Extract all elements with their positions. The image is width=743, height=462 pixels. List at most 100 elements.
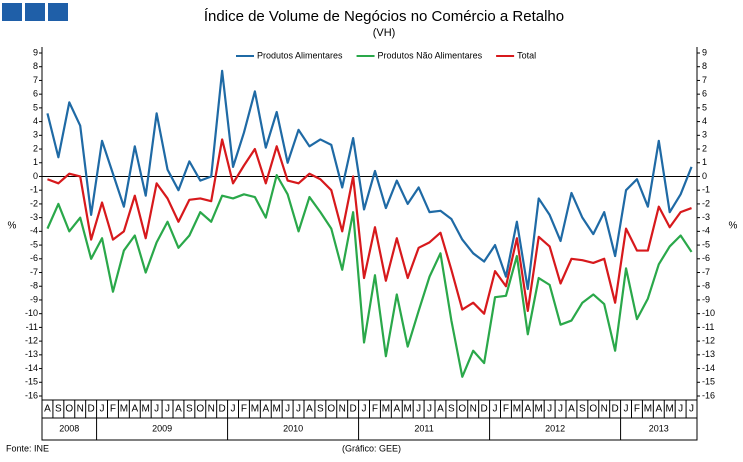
x-tick-label: M xyxy=(666,404,674,415)
x-tick-label: D xyxy=(88,404,95,415)
x-tick-label: M xyxy=(382,404,390,415)
x-tick-label: J xyxy=(547,404,552,415)
x-tick-label: J xyxy=(285,404,290,415)
y-tick-label-right: -12 xyxy=(702,335,715,345)
y-tick-label: -2 xyxy=(30,198,38,208)
y-tick-label-right: -15 xyxy=(702,377,715,387)
x-tick-label: A xyxy=(131,404,138,415)
x-tick-label: J xyxy=(624,404,629,415)
legend-label: Produtos Alimentares xyxy=(257,50,343,60)
y-tick-label: -7 xyxy=(30,267,38,277)
y-tick-label-right: 9 xyxy=(702,47,707,57)
y-tick-label: -1 xyxy=(30,185,38,195)
y-tick-label-right: -5 xyxy=(702,239,710,249)
y-tick-label-right: -6 xyxy=(702,253,710,263)
y-tick-label-right: 0 xyxy=(702,171,707,181)
x-tick-label: N xyxy=(339,404,346,415)
y-tick-label: -8 xyxy=(30,281,38,291)
x-tick-label: J xyxy=(416,404,421,415)
legend-label: Total xyxy=(517,50,536,60)
year-label: 2012 xyxy=(545,423,565,433)
y-axis-label: % xyxy=(729,221,738,232)
y-tick-label: -15 xyxy=(25,377,38,387)
y-tick-label-right: -9 xyxy=(702,294,710,304)
x-tick-label: F xyxy=(503,404,509,415)
y-tick-label: 9 xyxy=(33,47,38,57)
y-tick-label-right: 1 xyxy=(702,157,707,167)
x-tick-label: M xyxy=(142,404,150,415)
y-tick-label: 1 xyxy=(33,157,38,167)
y-tick-label: 8 xyxy=(33,61,38,71)
x-tick-label: J xyxy=(689,404,694,415)
y-tick-label: -9 xyxy=(30,294,38,304)
y-tick-label: 6 xyxy=(33,89,38,99)
y-tick-label: -5 xyxy=(30,239,38,249)
x-tick-label: M xyxy=(535,404,543,415)
y-tick-label-right: -4 xyxy=(702,226,710,236)
x-tick-label: M xyxy=(273,404,281,415)
x-tick-label: A xyxy=(393,404,400,415)
legend-label: Produtos Não Alimentares xyxy=(378,50,483,60)
source: Fonte: INE xyxy=(6,443,49,453)
x-tick-label: O xyxy=(589,404,597,415)
year-label: 2010 xyxy=(283,423,303,433)
x-tick-label: D xyxy=(481,404,488,415)
x-tick-label: J xyxy=(678,404,683,415)
x-tick-label: M xyxy=(404,404,412,415)
x-tick-label: J xyxy=(165,404,170,415)
y-tick-label-right: 3 xyxy=(702,130,707,140)
series-line xyxy=(46,174,693,378)
year-label: 2013 xyxy=(649,423,669,433)
y-tick-label: -14 xyxy=(25,363,38,373)
x-tick-label: F xyxy=(634,404,640,415)
x-tick-label: A xyxy=(306,404,313,415)
y-tick-label-right: -7 xyxy=(702,267,710,277)
x-tick-label: S xyxy=(317,404,324,415)
x-tick-label: J xyxy=(231,404,236,415)
chart-subtitle: (VH) xyxy=(373,27,396,39)
x-tick-label: O xyxy=(196,404,204,415)
y-tick-label: 2 xyxy=(33,143,38,153)
x-tick-label: D xyxy=(219,404,226,415)
year-label: 2009 xyxy=(152,423,172,433)
x-tick-label: M xyxy=(251,404,259,415)
y-tick-label: -11 xyxy=(26,322,38,332)
y-tick-label-right: -14 xyxy=(702,363,715,373)
x-tick-label: J xyxy=(154,404,159,415)
x-tick-label: M xyxy=(644,404,652,415)
x-tick-label: M xyxy=(513,404,521,415)
y-tick-label: 3 xyxy=(33,130,38,140)
y-tick-label-right: -2 xyxy=(702,198,710,208)
y-tick-label-right: -13 xyxy=(702,349,715,359)
y-tick-label: 0 xyxy=(33,171,38,181)
y-tick-label: -12 xyxy=(25,335,38,345)
x-tick-label: A xyxy=(175,404,182,415)
x-tick-label: F xyxy=(110,404,116,415)
credit: (Gráfico: GEE) xyxy=(342,443,401,453)
x-tick-label: A xyxy=(44,404,51,415)
x-tick-label: S xyxy=(186,404,193,415)
y-tick-label: -16 xyxy=(25,390,38,400)
y-tick-label: -13 xyxy=(25,349,38,359)
x-tick-label: D xyxy=(350,404,357,415)
x-tick-label: J xyxy=(100,404,105,415)
y-tick-label-right: -1 xyxy=(702,185,710,195)
y-axis-label: % xyxy=(8,221,17,232)
x-tick-label: J xyxy=(427,404,432,415)
x-tick-label: J xyxy=(296,404,301,415)
x-tick-label: O xyxy=(65,404,73,415)
y-tick-label-right: 4 xyxy=(702,116,707,126)
y-tick-label-right: -8 xyxy=(702,281,710,291)
x-tick-label: S xyxy=(579,404,586,415)
x-tick-label: N xyxy=(77,404,84,415)
y-tick-label: 4 xyxy=(33,116,38,126)
y-tick-label: -10 xyxy=(25,308,38,318)
x-tick-label: D xyxy=(612,404,619,415)
y-tick-label-right: 6 xyxy=(702,89,707,99)
y-tick-label-right: 7 xyxy=(702,75,707,85)
year-label: 2008 xyxy=(59,423,79,433)
x-tick-label: J xyxy=(362,404,367,415)
logo-block xyxy=(25,3,45,21)
x-tick-label: M xyxy=(120,404,128,415)
